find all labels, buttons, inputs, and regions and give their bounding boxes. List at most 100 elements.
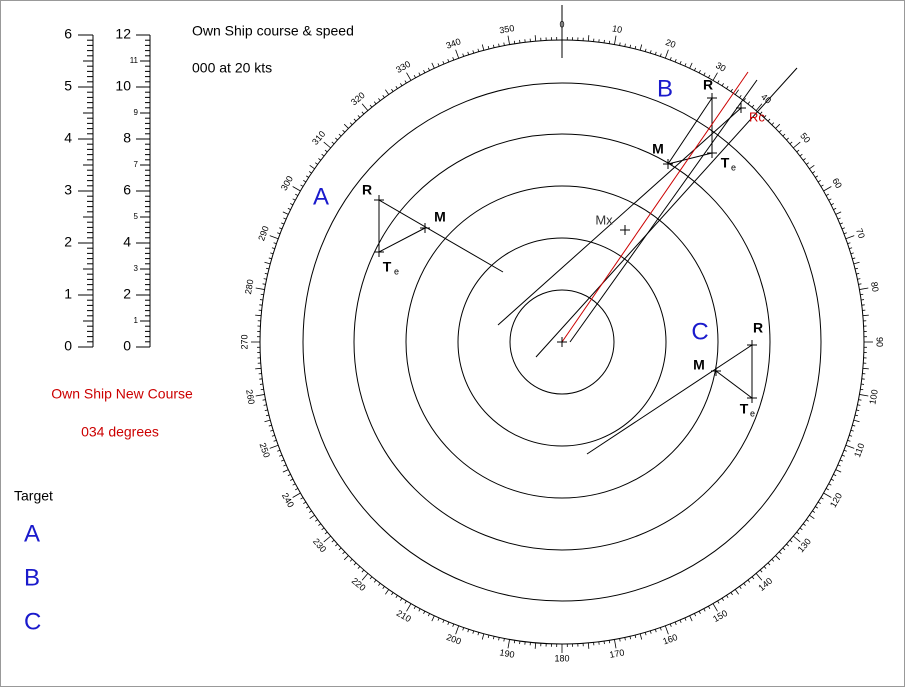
compass-tick [323,141,331,149]
scale-label: 1 [134,316,139,325]
compass-tick [481,44,485,51]
compass-tick [300,497,304,500]
compass-tick [467,51,470,55]
compass-tick [796,149,800,153]
compass-tick [726,85,729,89]
compass-tick [281,459,285,462]
compass-tick [669,57,672,61]
compass-tick [295,193,299,196]
compass-tick [698,70,701,74]
compass-tick [712,72,718,81]
compass-tick [324,531,328,535]
compass-tick [679,61,682,65]
compass-tick [847,242,851,245]
cross-marker [374,247,384,257]
compass-tick [498,637,500,641]
compass-tick [817,501,821,504]
compass-tick [262,283,266,285]
compass-tick [759,111,763,115]
compass-tick [782,547,786,551]
m-label: M [693,357,705,373]
scale-label: 3 [134,264,139,273]
compass-tick [614,35,617,45]
compass-tick [830,478,834,481]
compass-tick [423,610,426,614]
compass-tick [357,566,361,569]
compass-tick [273,242,277,245]
compass-tick [373,101,377,105]
compass-tick [755,103,763,111]
compass-tick [763,115,767,118]
compass-tick [303,501,307,504]
compass-tick [639,633,643,640]
bearing-label: 0 [559,19,564,29]
bearing-label: 280 [243,279,255,296]
bearing-label: 170 [609,647,626,659]
scale-label: 9 [134,108,139,117]
compass-tick [437,617,440,621]
compass-tick [759,569,763,573]
bearing-label: 270 [239,334,249,349]
compass-tick [462,53,465,57]
compass-tick [270,252,274,255]
line [586,344,753,455]
line [715,370,753,399]
compass-tick [477,632,480,636]
cross-marker [663,159,673,169]
compass-tick [295,488,299,491]
compass-tick [277,232,281,235]
r-label: R [362,182,372,198]
compass-tick [395,595,398,599]
compass-tick [308,171,312,174]
bearing-label: 180 [554,653,569,663]
compass-tick [361,111,365,115]
compass-tick [708,605,711,609]
line [667,152,713,165]
compass-tick [406,72,412,81]
compass-tick [282,211,289,215]
compass-tick [290,203,294,206]
compass-tick [659,627,662,631]
compass-tick [349,122,353,126]
compass-tick [385,589,390,595]
compass-tick [734,589,739,595]
compass-tick [400,83,403,87]
scale-label: 5 [64,78,72,94]
compass-tick [353,118,357,122]
r-label: R [703,77,713,93]
compass-tick [378,98,381,102]
compass-tick [264,273,268,275]
compass-tick [455,49,460,59]
bearing-label: 80 [869,281,881,293]
compass-tick [839,459,843,462]
compass-tick [481,633,485,640]
compass-tick [413,75,416,79]
m-label: M [652,141,664,157]
scale-label: 11 [130,56,139,65]
cross-marker [711,366,721,376]
compass-tick [427,67,430,71]
compass-tick [793,141,801,149]
compass-tick [721,83,724,87]
compass-tick [839,222,843,225]
compass-tick [382,95,385,98]
compass-tick [335,543,338,547]
compass-tick [309,165,315,170]
compass-tick [271,434,275,437]
target-item: C [24,608,41,635]
compass-tick [828,198,832,201]
compass-tick [373,579,377,583]
compass-tick [369,104,373,108]
compass-tick [324,149,328,153]
cross-marker [736,103,746,113]
compass-tick [654,629,657,633]
cross-marker [707,148,717,158]
compass-tick [856,273,860,275]
cross-marker [557,337,567,347]
compass-tick [423,70,426,74]
compass-tick [853,419,860,423]
compass-tick [654,51,657,55]
plot-lines [378,67,798,455]
cross-marker [374,195,384,205]
compass-tick [338,133,342,137]
